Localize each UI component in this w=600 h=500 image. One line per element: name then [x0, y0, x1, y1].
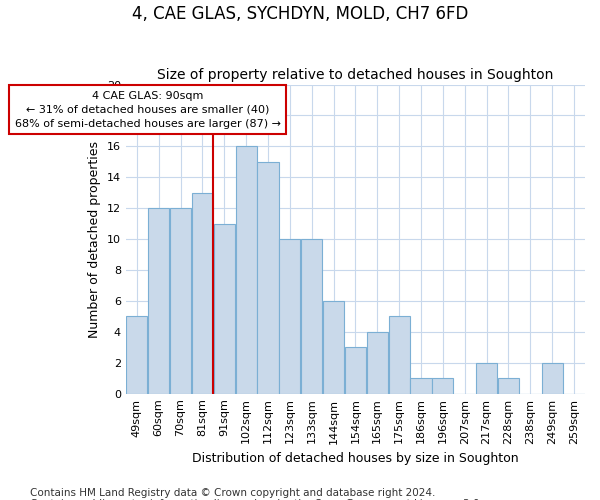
Bar [236, 146, 257, 394]
Bar [323, 301, 344, 394]
Title: Size of property relative to detached houses in Soughton: Size of property relative to detached ho… [157, 68, 554, 82]
Bar [301, 239, 322, 394]
Text: Contains HM Land Registry data © Crown copyright and database right 2024.: Contains HM Land Registry data © Crown c… [30, 488, 436, 498]
Bar [345, 348, 366, 394]
X-axis label: Distribution of detached houses by size in Soughton: Distribution of detached houses by size … [192, 452, 519, 465]
Y-axis label: Number of detached properties: Number of detached properties [88, 140, 101, 338]
Bar [410, 378, 431, 394]
Bar [367, 332, 388, 394]
Bar [432, 378, 454, 394]
Text: Contains public sector information licensed under the Open Government Licence v3: Contains public sector information licen… [30, 499, 483, 500]
Bar [214, 224, 235, 394]
Bar [542, 363, 563, 394]
Bar [148, 208, 169, 394]
Text: 4 CAE GLAS: 90sqm
← 31% of detached houses are smaller (40)
68% of semi-detached: 4 CAE GLAS: 90sqm ← 31% of detached hous… [15, 90, 281, 128]
Bar [126, 316, 148, 394]
Bar [389, 316, 410, 394]
Bar [170, 208, 191, 394]
Text: 4, CAE GLAS, SYCHDYN, MOLD, CH7 6FD: 4, CAE GLAS, SYCHDYN, MOLD, CH7 6FD [132, 5, 468, 23]
Bar [498, 378, 519, 394]
Bar [476, 363, 497, 394]
Bar [257, 162, 278, 394]
Bar [192, 192, 213, 394]
Bar [279, 239, 301, 394]
